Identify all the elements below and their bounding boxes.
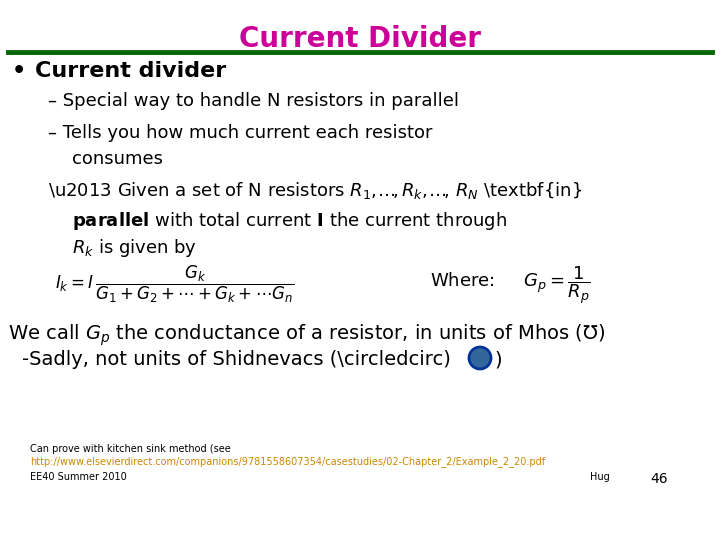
Text: http://www.elsevierdirect.com/companions/9781558607354/casestudies/02-Chapter_2/: http://www.elsevierdirect.com/companions…: [30, 456, 545, 467]
Text: ): ): [494, 350, 502, 369]
Text: Current Divider: Current Divider: [239, 25, 481, 53]
Text: Can prove with kitchen sink method (see: Can prove with kitchen sink method (see: [30, 444, 230, 454]
Text: \u2013 Given a set of N resistors $R_1,\!\ldots\!,R_k,\!\ldots\!,\, R_N$ \textbf: \u2013 Given a set of N resistors $R_1,\…: [48, 180, 582, 201]
Text: We call $G_p$ the conductance of a resistor, in units of Mhos ($\mho$): We call $G_p$ the conductance of a resis…: [8, 322, 606, 348]
Text: 46: 46: [650, 472, 667, 486]
Text: $R_k$ is given by: $R_k$ is given by: [72, 237, 197, 259]
Text: $I_k = I\,\dfrac{G_k}{G_1 + G_2 + \cdots + G_k + \cdots G_n}$: $I_k = I\,\dfrac{G_k}{G_1 + G_2 + \cdots…: [55, 264, 294, 305]
Text: -Sadly, not units of Shidnevacs (\circledcirc): -Sadly, not units of Shidnevacs (\circle…: [22, 350, 451, 369]
Text: Hug: Hug: [590, 472, 610, 482]
Text: Current divider: Current divider: [35, 61, 226, 81]
Text: •: •: [12, 61, 26, 81]
Text: $\mathbf{parallel}$ with total current $\mathbf{I}$ the current through: $\mathbf{parallel}$ with total current $…: [72, 210, 508, 232]
Text: – Tells you how much current each resistor: – Tells you how much current each resist…: [48, 124, 433, 142]
Text: Where:     $G_p = \dfrac{1}{R_p}$: Where: $G_p = \dfrac{1}{R_p}$: [430, 264, 591, 306]
Text: consumes: consumes: [72, 150, 163, 168]
Text: ♪: ♪: [477, 351, 484, 361]
Circle shape: [469, 347, 491, 369]
Text: – Special way to handle N resistors in parallel: – Special way to handle N resistors in p…: [48, 92, 459, 110]
Text: EE40 Summer 2010: EE40 Summer 2010: [30, 472, 127, 482]
